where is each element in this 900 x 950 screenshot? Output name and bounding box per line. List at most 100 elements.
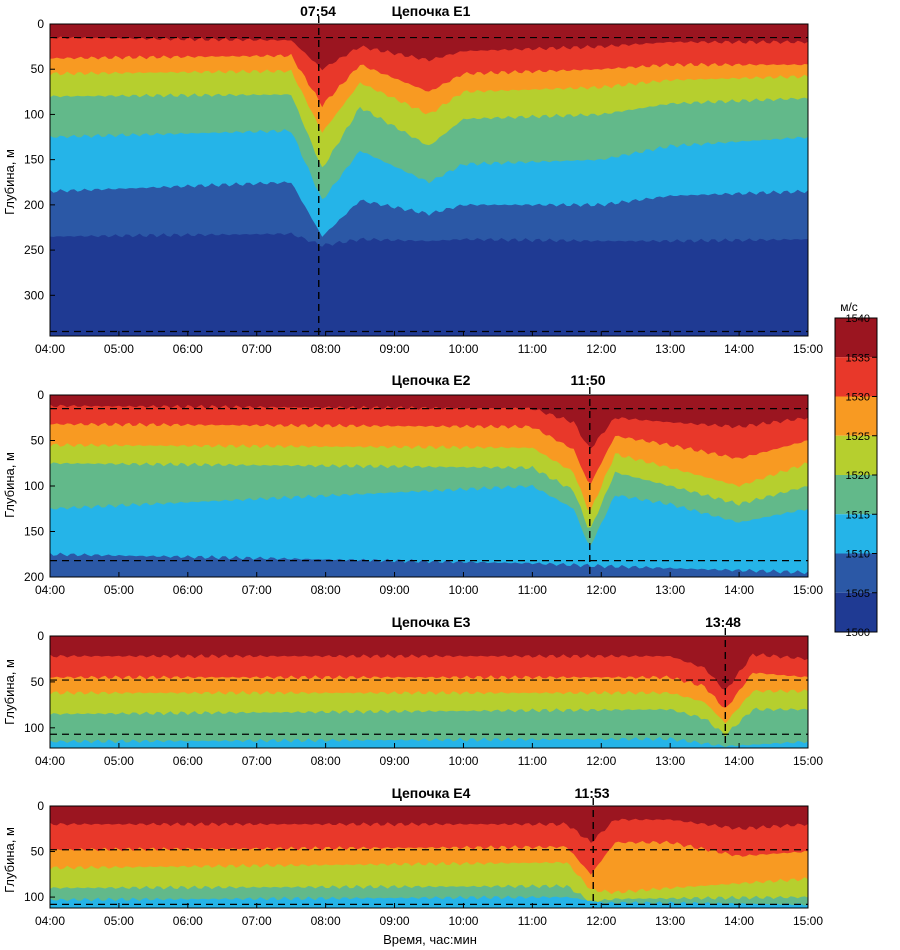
x-tick-label: 14:00: [724, 754, 754, 768]
x-tick-label: 11:00: [518, 342, 547, 356]
x-tick-label: 07:00: [242, 754, 272, 768]
x-tick-label: 05:00: [104, 583, 134, 597]
colorbar-tick-label: 1525: [846, 431, 870, 443]
x-tick-label: 15:00: [793, 914, 823, 928]
colorbar-tick-label: 1510: [846, 549, 870, 561]
plot-frame: [49, 23, 809, 337]
x-tick-label: 10:00: [448, 914, 478, 928]
band-1535: [50, 24, 808, 71]
x-tick-label: 09:00: [380, 583, 410, 597]
x-tick-label: 12:00: [586, 754, 616, 768]
panel-e1: Цепочка E1 07:54 Глубина, м 0 50 100 150 200…: [2, 3, 823, 356]
panel-e4-ylabel: Глубина, м: [2, 827, 17, 893]
y-tick-label: 100: [24, 479, 44, 493]
panel-e4-field: [50, 806, 808, 908]
x-tick-label: 13:00: [655, 342, 685, 356]
x-tick-label: 08:00: [311, 342, 341, 356]
x-tick-label: 13:00: [655, 754, 685, 768]
panel-e2-event-label: 11:50: [570, 372, 605, 388]
x-tick-label: 09:00: [380, 914, 410, 928]
colorbar-tick-label: 1530: [846, 392, 870, 404]
panel-e2-title: Цепочка E2: [392, 372, 471, 388]
colorbar: м/с 1540 1535 1530 1525 1520 1515 1510 1505 1500: [834, 300, 878, 639]
x-tick-label: 10:00: [448, 754, 478, 768]
y-tick-label: 0: [37, 629, 44, 643]
x-tick-label: 14:00: [724, 914, 754, 928]
colorbar-tick-label: 1520: [846, 470, 870, 482]
y-tick-label: 300: [24, 288, 44, 302]
panel-e3-title: Цепочка E3: [392, 614, 471, 630]
y-tick-label: 200: [24, 198, 44, 212]
x-tick-label: 10:00: [448, 342, 478, 356]
colorbar-band-1530: [835, 357, 877, 397]
band-1535: [50, 806, 808, 843]
x-tick-label: 15:00: [793, 342, 823, 356]
x-tick-label: 13:00: [655, 914, 685, 928]
x-tick-label: 06:00: [173, 342, 203, 356]
x-tick-label: 09:00: [380, 342, 410, 356]
y-tick-label: 50: [31, 434, 45, 448]
panel-e1-ylabel: Глубина, м: [2, 149, 17, 215]
panel-e2: Цепочка E2 11:50 Глубина, м 0 50 100 150 200…: [2, 372, 823, 597]
colorbar-tick-label: 1500: [846, 627, 870, 639]
x-tick-label: 13:00: [655, 583, 685, 597]
panel-e4-plot: 0 50 100 04:00 05:00 06:00 07:00 08:00 09:00 10:0…: [24, 798, 823, 928]
y-tick-label: 150: [24, 153, 44, 167]
panel-e3-event-label: 13:48: [705, 614, 741, 630]
panel-e1-title: Цепочка E1: [392, 3, 471, 19]
colorbar-ticks: 1540 1535 1530 1525 1520 1515 1510 1505 1500: [846, 313, 877, 639]
y-tick-label: 250: [24, 243, 44, 257]
x-tick-label: 05:00: [104, 754, 134, 768]
colorbar-band-1525: [835, 396, 877, 436]
x-tick-label: 15:00: [793, 583, 823, 597]
y-tick-label: 0: [37, 388, 44, 402]
x-tick-label: 12:00: [586, 914, 616, 928]
x-tick-label: 04:00: [35, 754, 65, 768]
x-tick-label: 08:00: [311, 914, 341, 928]
colorbar-band-1515: [835, 475, 877, 515]
panel-e1-field: [50, 24, 808, 336]
x-tick-label: 06:00: [173, 754, 203, 768]
x-tick-label: 06:00: [173, 914, 203, 928]
panel-e3-plot: 0 50 100 04:00 05:00 06:00 07:00 08:00 09:00 10:0…: [24, 628, 823, 768]
x-tick-label: 04:00: [35, 342, 65, 356]
x-tick-label: 06:00: [173, 583, 203, 597]
colorbar-band-1500: [835, 592, 877, 632]
x-tick-label: 12:00: [586, 583, 616, 597]
x-tick-label: 11:00: [518, 914, 547, 928]
colorbar-tick-label: 1515: [846, 509, 870, 521]
colorbar-tick-label: 1505: [846, 588, 870, 600]
x-tick-label: 07:00: [242, 583, 272, 597]
y-tick-label: 50: [31, 845, 45, 859]
y-tick-label: 150: [24, 525, 44, 539]
panel-e4-title: Цепочка E4: [392, 785, 471, 801]
y-tick-label: 100: [24, 890, 44, 904]
y-tick-label: 50: [31, 675, 45, 689]
y-tick-label: 50: [31, 62, 45, 76]
panel-e2-field: [50, 395, 808, 577]
x-tick-label: 14:00: [724, 583, 754, 597]
x-tick-label: 11:00: [518, 754, 547, 768]
y-tick-label: 0: [37, 799, 44, 813]
colorbar-tick-label: 1535: [846, 352, 870, 364]
x-tick-label: 12:00: [586, 342, 616, 356]
colorbar-band-1510: [835, 514, 877, 554]
colorbar-band-1535: [835, 318, 877, 358]
colorbar-tick-label: 1540: [846, 313, 870, 325]
x-tick-label: 15:00: [793, 754, 823, 768]
x-tick-label: 09:00: [380, 754, 410, 768]
band-1535: [50, 636, 808, 690]
y-tick-label: 0: [37, 17, 44, 31]
plot-frame: [49, 805, 809, 909]
colorbar-band-1520: [835, 435, 877, 475]
x-tick-label: 05:00: [104, 342, 134, 356]
x-tick-label: 04:00: [35, 914, 65, 928]
x-tick-label: 10:00: [448, 583, 478, 597]
y-tick-label: 200: [24, 570, 44, 584]
x-tick-label: 05:00: [104, 914, 134, 928]
x-tick-label: 08:00: [311, 754, 341, 768]
x-tick-label: 07:00: [242, 914, 272, 928]
panel-e1-event-label: 07:54: [300, 3, 336, 19]
